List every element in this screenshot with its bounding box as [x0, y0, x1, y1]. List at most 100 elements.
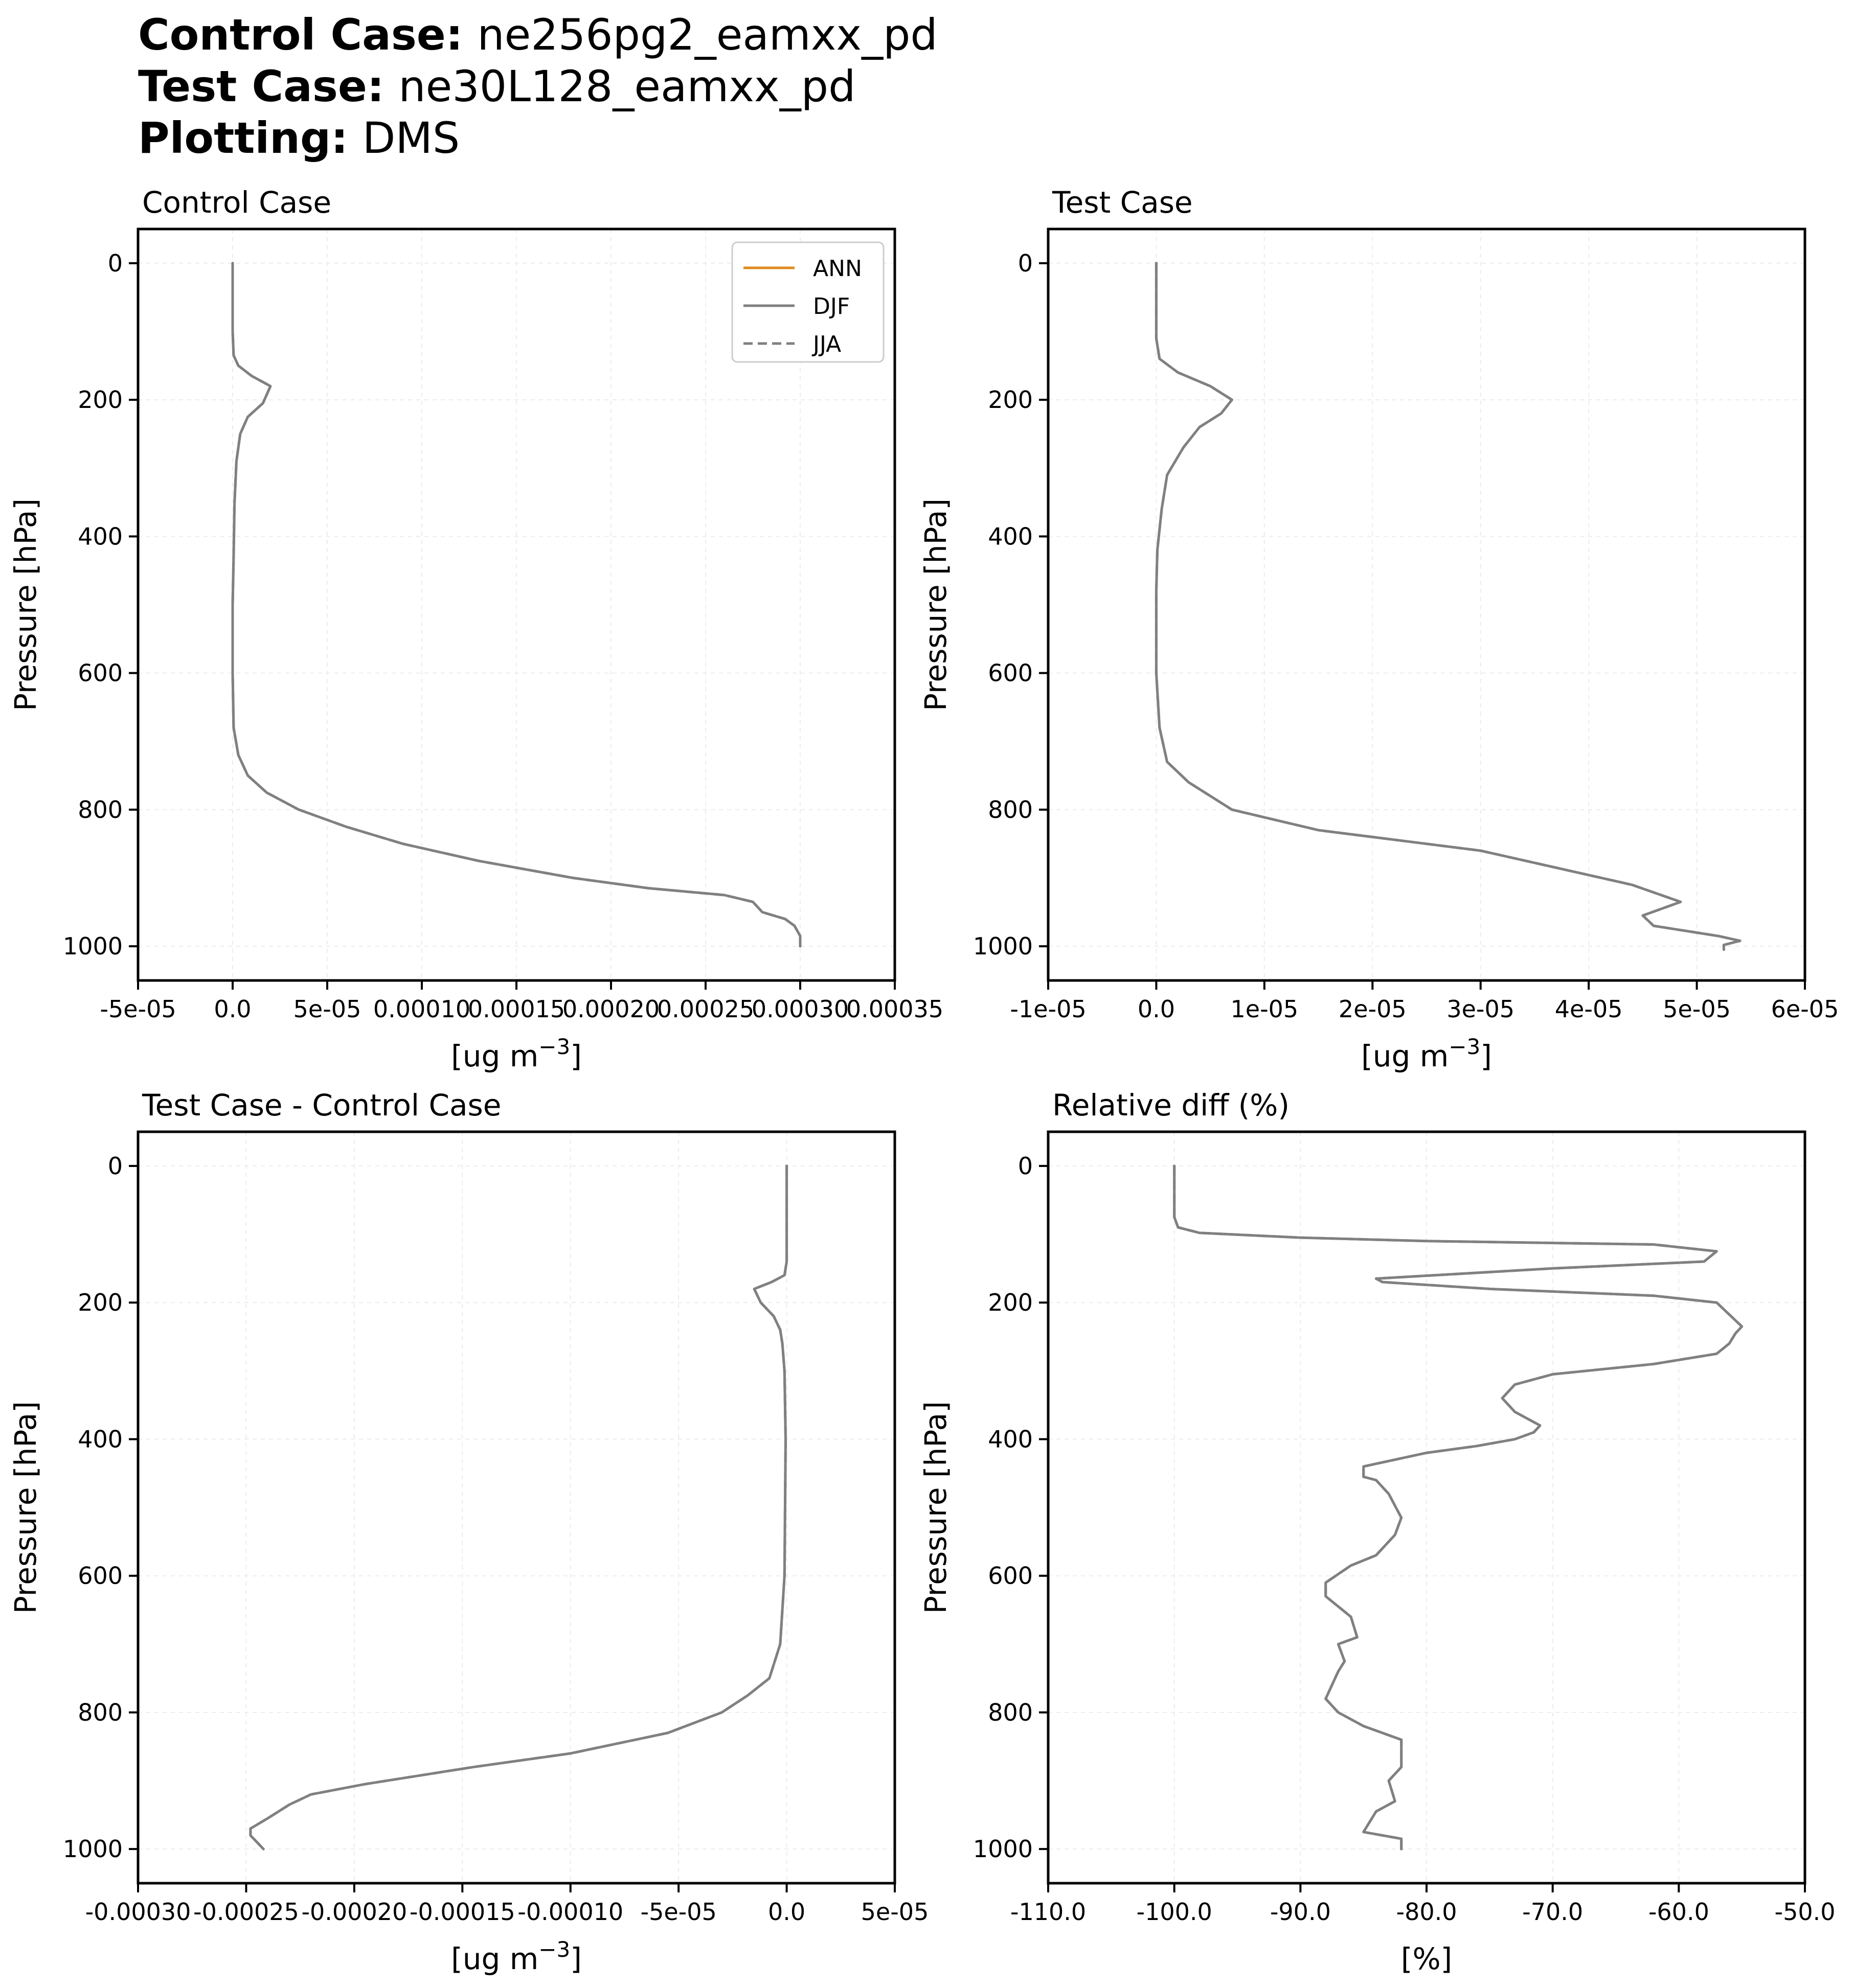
panel-3: -0.00030 -0.00025 -0.00020 -0.00015 -0.00010…	[8, 1088, 929, 1976]
series-line-jja	[231, 262, 802, 948]
x-tick-label: -0.00015	[410, 1898, 515, 1926]
y-tick-label: 0	[108, 1152, 123, 1180]
x-tick-label: -0.00020	[301, 1898, 407, 1926]
series-line-jja	[249, 1164, 788, 1850]
header-line-test: Test Case: ne30L128_eamxx_pd	[138, 61, 938, 112]
x-tick-label: -100.0	[1137, 1898, 1212, 1926]
y-axis-label: Pressure [hPa]	[8, 498, 43, 711]
x-tick-label: 4e-05	[1555, 995, 1623, 1023]
x-tick-label: 0.0	[1138, 995, 1175, 1023]
series-line-jja	[1155, 262, 1742, 951]
y-tick-label: 0	[1018, 249, 1033, 277]
header-separator: :	[331, 113, 348, 163]
x-tick-label: -5e-05	[100, 995, 176, 1023]
y-axis-label: Pressure [hPa]	[918, 498, 953, 711]
header-value: ne256pg2_eamxx_pd	[477, 10, 938, 60]
series-line-djf	[1173, 1164, 1744, 1850]
y-tick-label: 200	[988, 1289, 1033, 1316]
x-tick-label: -60.0	[1648, 1898, 1709, 1926]
panel-2: -1e-05 0.0 1e-05 2e-05 3e-05 4e-05 5e-05 6e-05 0…	[918, 185, 1839, 1073]
grid	[138, 1132, 895, 1883]
x-tick-label: 3e-05	[1446, 995, 1514, 1023]
x-axis-label: [ug m−3]	[1361, 1034, 1492, 1073]
x-tick-label: 5e-05	[1663, 995, 1731, 1023]
y-tick-label: 200	[78, 386, 123, 414]
y-tick-label: 400	[78, 1425, 123, 1453]
x-tick-label: -50.0	[1774, 1898, 1835, 1926]
header-key: Test Case	[138, 61, 367, 111]
x-tick-label: 5e-05	[293, 995, 361, 1023]
x-tick-label: 0.00015	[468, 995, 565, 1023]
x-tick-label: 2e-05	[1339, 995, 1407, 1023]
panel-title: Relative diff (%)	[1052, 1088, 1290, 1123]
x-tick-label: -90.0	[1270, 1898, 1331, 1926]
panel-title: Control Case	[142, 185, 331, 220]
grid	[1048, 1132, 1805, 1883]
legend-box	[731, 241, 885, 363]
y-tick-label: 400	[988, 522, 1033, 550]
y-tick-label: 600	[988, 659, 1033, 687]
y-tick-label: 800	[988, 1699, 1033, 1726]
x-tick-label: 0.00025	[657, 995, 754, 1023]
x-tick-label: -110.0	[1010, 1898, 1086, 1926]
x-tick-label: -0.00010	[517, 1898, 623, 1926]
x-tick-label: 0.0	[214, 995, 251, 1023]
figure-header: Control Case: ne256pg2_eamxx_pd Test Case…	[138, 9, 938, 164]
x-axis-label: [%]	[1401, 1941, 1452, 1976]
header-separator: :	[367, 61, 385, 111]
y-tick-label: 1000	[63, 932, 123, 960]
panel-title: Test Case - Control Case	[142, 1088, 501, 1123]
y-tick-label: 800	[988, 796, 1033, 824]
x-tick-label: 0.00030	[752, 995, 849, 1023]
header-line-plotting: Plotting: DMS	[138, 112, 938, 164]
y-tick-label: 400	[78, 522, 123, 550]
series-line-djf	[249, 1164, 788, 1850]
y-axis-label: Pressure [hPa]	[918, 1401, 953, 1614]
x-tick-label: -70.0	[1522, 1898, 1583, 1926]
y-tick-label: 600	[78, 659, 123, 687]
y-axis-label: Pressure [hPa]	[8, 1401, 43, 1614]
header-value: ne30L128_eamxx_pd	[398, 61, 856, 111]
x-tick-label: 0.00020	[562, 995, 660, 1023]
legend-label: DJF	[813, 293, 850, 319]
x-tick-label: -1e-05	[1010, 995, 1086, 1023]
y-tick-label: 800	[78, 796, 123, 824]
series-line-djf	[1155, 262, 1742, 951]
header-line-control: Control Case: ne256pg2_eamxx_pd	[138, 9, 938, 61]
x-tick-label: 6e-05	[1771, 995, 1839, 1023]
x-tick-label: 5e-05	[861, 1898, 929, 1926]
x-tick-label: -0.00025	[193, 1898, 299, 1926]
x-tick-label: 0.0	[768, 1898, 805, 1926]
y-tick-label: 600	[78, 1562, 123, 1590]
x-tick-label: 0.00035	[846, 995, 943, 1023]
y-tick-label: 600	[988, 1562, 1033, 1590]
x-tick-label: 1e-05	[1231, 995, 1299, 1023]
y-tick-label: 1000	[973, 932, 1033, 960]
y-tick-label: 0	[108, 249, 123, 277]
y-tick-label: 1000	[63, 1835, 123, 1863]
y-tick-label: 400	[988, 1425, 1033, 1453]
header-value: DMS	[362, 113, 460, 163]
plot-frame	[1047, 227, 1806, 982]
y-tick-label: 200	[988, 386, 1033, 414]
x-tick-label: -0.00030	[85, 1898, 191, 1926]
header-key: Control Case	[138, 10, 446, 60]
header-key: Plotting	[138, 113, 331, 163]
plot-frame	[137, 1130, 896, 1885]
x-tick-label: -5e-05	[640, 1898, 716, 1926]
grid	[1048, 229, 1805, 980]
legend: ANN DJF JJA	[731, 241, 885, 363]
legend-label: JJA	[811, 331, 841, 357]
y-tick-label: 0	[1018, 1152, 1033, 1180]
y-tick-label: 800	[78, 1699, 123, 1726]
panel-1: -5e-05 0.0 5e-05 0.000100.000150.000200.000…	[8, 185, 943, 1073]
x-tick-label: 0.00010	[373, 995, 470, 1023]
legend-label: ANN	[813, 256, 862, 282]
series-line-jja	[1173, 1164, 1744, 1850]
y-tick-label: 200	[78, 1289, 123, 1316]
x-axis-label: [ug m−3]	[451, 1937, 582, 1976]
x-axis-label: [ug m−3]	[451, 1034, 582, 1073]
panel-4: -110.0 -100.0 -90.0 -80.0 -70.0 -60.0 -50.0 0 20…	[918, 1088, 1836, 1976]
x-tick-label: -80.0	[1396, 1898, 1457, 1926]
